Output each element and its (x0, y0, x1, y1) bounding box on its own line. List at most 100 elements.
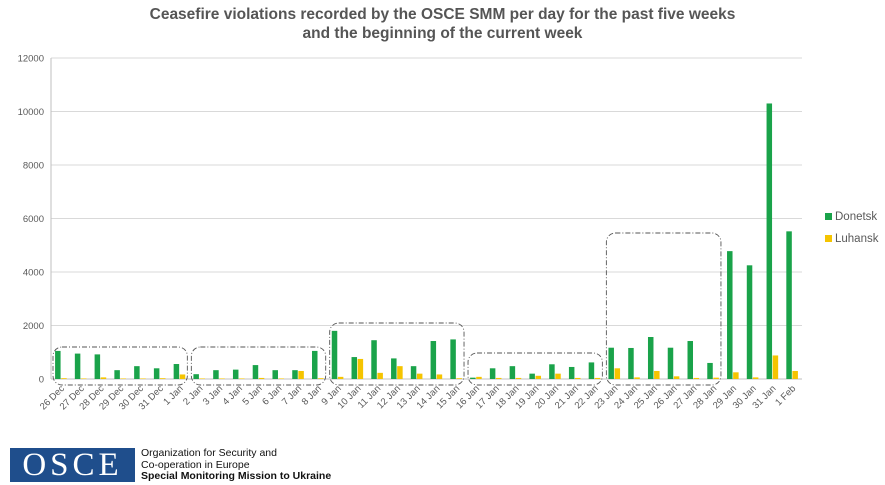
donetsk-bar (509, 366, 516, 379)
donetsk-bar (410, 366, 417, 379)
luhansk-bar (693, 377, 700, 379)
donetsk-bar (371, 340, 377, 379)
donetsk-bar (430, 341, 437, 379)
y-tick-label: 2000 (23, 321, 44, 332)
luhansk-bar (515, 377, 522, 379)
luhansk-bar (495, 377, 502, 379)
donetsk-bar (213, 370, 219, 379)
y-tick-label: 0 (39, 375, 44, 386)
luhansk-bar (416, 373, 423, 379)
luhansk-bar (239, 378, 245, 379)
donetsk-bar (74, 353, 81, 379)
donetsk-bar (450, 339, 456, 379)
y-tick-label: 6000 (23, 214, 44, 225)
luhansk-bar (456, 378, 462, 379)
chart-title: Ceasefire violations recorded by the OSC… (0, 5, 885, 43)
donetsk-bar (746, 265, 753, 379)
luhansk-bar (713, 377, 719, 379)
luhansk-bar (199, 378, 206, 379)
luhansk-bar (377, 372, 383, 379)
donetsk-bar (588, 362, 595, 379)
osce-logo-block: OSCE Organization for Security and Co-op… (10, 447, 370, 484)
donetsk-bar (114, 370, 120, 379)
donetsk-bar (351, 357, 358, 379)
luhansk-bar (318, 378, 324, 379)
y-tick-label: 8000 (23, 161, 44, 172)
x-tick-label: 3 Jan (201, 383, 225, 407)
luhansk-bar (140, 378, 146, 379)
donetsk-bar (193, 374, 199, 379)
donetsk-bar (707, 362, 713, 379)
donetsk-bar (153, 368, 160, 379)
luhansk-bar (357, 358, 364, 379)
luhansk-bar (80, 378, 87, 379)
donetsk-bar (55, 350, 61, 379)
x-tick-label: 7 Jan (280, 383, 304, 407)
donetsk-bar (173, 364, 180, 379)
org-name-line-2: Co-operation in Europe (141, 458, 250, 471)
luhansk-bar (634, 377, 640, 379)
donetsk-bar (568, 366, 575, 379)
donetsk-bar (134, 366, 140, 379)
legend-swatch (825, 235, 832, 242)
donetsk-bar (766, 103, 773, 379)
week-group-box (605, 232, 722, 386)
donetsk-bar (608, 347, 614, 379)
organization-name: Organization for Security and Co-operati… (141, 447, 381, 483)
luhansk-bar (555, 373, 561, 379)
luhansk-bar (61, 378, 67, 379)
donetsk-bar (272, 370, 278, 379)
luhansk-bar (278, 378, 285, 379)
y-tick-label: 12000 (18, 54, 44, 65)
y-tick-label: 10000 (18, 107, 44, 118)
week-group-box (52, 346, 188, 386)
donetsk-bar (786, 231, 792, 379)
donetsk-bar (312, 350, 318, 379)
week-group-box (467, 352, 603, 386)
luhansk-bar (594, 377, 601, 379)
donetsk-bar (391, 358, 397, 379)
luhansk-bar (772, 355, 779, 379)
luhansk-bar (100, 377, 107, 379)
mission-name: Special Monitoring Mission to Ukraine (141, 470, 332, 482)
luhansk-bar (159, 378, 166, 379)
donetsk-bar (489, 368, 496, 379)
org-name-line-1: Organization for Security and (141, 447, 277, 459)
luhansk-bar (120, 378, 126, 379)
donetsk-bar (529, 373, 535, 379)
luhansk-bar (673, 376, 680, 379)
legend-label: Luhansk (835, 233, 879, 245)
luhansk-bar (337, 376, 344, 379)
donetsk-bar (94, 354, 101, 379)
luhansk-bar (397, 366, 403, 379)
x-tick-label: 1 Feb (773, 383, 798, 408)
luhansk-bar (476, 376, 482, 379)
luhansk-bar (654, 370, 660, 379)
week-group-box (329, 322, 465, 386)
luhansk-bar (535, 375, 541, 379)
chart-title-line-2: and the beginning of the current week (302, 25, 583, 42)
donetsk-bar (232, 369, 239, 379)
legend-swatch (825, 213, 832, 220)
donetsk-bar (628, 347, 634, 379)
donetsk-bar (647, 337, 654, 379)
donetsk-bar (252, 365, 259, 379)
luhansk-bar (575, 377, 581, 379)
donetsk-bar (687, 341, 694, 379)
chart-title-line-1: Ceasefire violations recorded by the OSC… (149, 6, 736, 23)
x-tick-label: 1 Jan (161, 383, 185, 407)
donetsk-bar (727, 251, 733, 379)
x-tick-label: 2 Jan (181, 383, 205, 407)
x-tick-label: 5 Jan (240, 383, 264, 407)
donetsk-bar (549, 364, 555, 379)
osce-logo: OSCE (10, 448, 135, 482)
x-tick-label: 8 Jan (300, 383, 324, 407)
luhansk-bar (436, 374, 443, 379)
donetsk-bar (667, 347, 674, 379)
y-tick-label: 4000 (23, 268, 44, 279)
x-tick-label: 6 Jan (260, 383, 284, 407)
luhansk-bar (179, 374, 186, 379)
luhansk-bar (614, 368, 621, 379)
donetsk-bar (470, 377, 476, 379)
luhansk-bar (258, 377, 265, 379)
